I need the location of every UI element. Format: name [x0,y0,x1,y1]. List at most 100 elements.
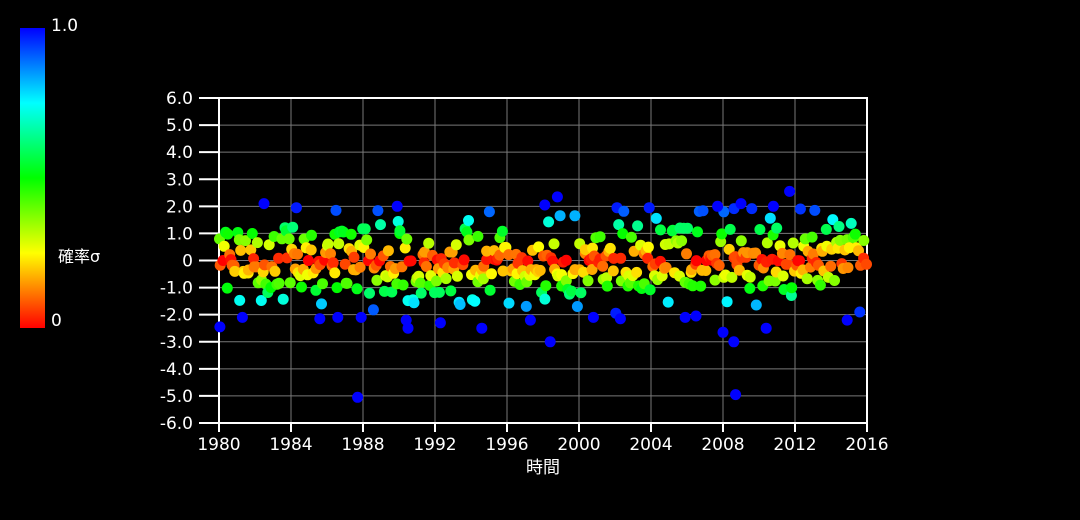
data-point [618,205,630,217]
data-point [497,265,509,277]
x-tick-label: 1996 [485,435,528,455]
data-point [578,266,589,278]
data-point [544,336,556,348]
data-point [296,281,307,293]
data-point [754,224,766,235]
data-point [392,216,404,227]
data-point [554,210,566,222]
y-tick-label: 5.0 [166,116,193,136]
y-tick-label: 3.0 [166,170,193,190]
x-tick-label: 2004 [629,435,672,455]
data-point [434,317,446,329]
x-axis-title: 時間 [526,458,560,478]
data-point [359,223,371,235]
data-point [365,248,376,260]
data-point [594,231,606,243]
data-point [290,202,302,214]
x-tick-label: 1992 [413,435,456,455]
data-point [543,216,555,228]
data-point [348,251,360,263]
data-point [744,271,756,283]
data-point [655,224,666,236]
y-tick-label: 4.0 [166,143,193,163]
data-point [794,255,805,267]
data-point [744,282,756,294]
data-point [236,311,248,323]
data-point [248,253,260,265]
data-point [524,314,536,326]
data-point [777,270,789,282]
data-point [809,204,821,216]
data-point [463,234,475,246]
data-point [733,264,745,276]
data-point [399,242,411,254]
data-point [486,268,497,280]
data-point [284,277,296,289]
y-tick-label: 1.0 [166,224,193,244]
data-point [650,212,662,224]
data-point [723,243,735,255]
data-point [329,267,341,279]
y-tick-label: -3.0 [160,333,193,353]
data-point [625,231,637,243]
data-point [794,203,806,215]
x-tick-label: 1988 [341,435,384,455]
data-point [351,283,363,295]
data-point [273,277,285,289]
data-point [721,296,733,308]
data-point [317,278,328,290]
data-point [849,228,861,240]
data-point [361,234,373,246]
data-point [607,265,619,277]
data-point [597,260,609,272]
data-point [251,237,263,249]
data-point [695,280,707,292]
data-point [692,226,703,238]
data-point [245,244,257,256]
data-point [614,313,626,325]
x-tick-label: 2012 [773,435,816,455]
data-point [716,228,728,240]
data-point [218,240,230,252]
data-point [472,230,484,242]
data-point [306,229,317,241]
data-point [613,219,625,231]
data-point [520,300,532,312]
data-point [604,242,616,254]
data-point [401,233,413,245]
data-point [829,275,840,286]
data-point [617,228,629,240]
data-point [235,244,247,256]
data-point [246,228,258,239]
data-point [761,237,773,249]
data-point [292,248,303,260]
data-point [760,322,772,334]
y-tick-label: 6.0 [166,89,193,109]
data-point [305,244,317,256]
data-point [586,264,598,275]
data-point [234,294,246,306]
data-point [352,391,364,403]
data-point [314,313,326,325]
x-tick-label: 1980 [197,435,240,455]
data-point [450,239,462,251]
y-tick-label: -5.0 [160,387,193,407]
data-point [503,297,515,309]
colorbar-min-label: 0 [51,311,62,331]
data-point [258,198,270,210]
data-point [540,280,552,292]
data-point [386,286,398,298]
data-point [391,200,403,212]
data-point [801,273,813,285]
data-point [476,322,488,334]
data-point [833,221,845,232]
data-point [560,275,572,287]
data-point [841,314,853,326]
data-point [415,287,427,299]
data-point [825,260,837,272]
colorbar-title: 確率σ [58,247,101,266]
data-point [587,311,599,323]
data-point [255,295,267,306]
data-point [644,284,656,296]
data-point [735,198,747,210]
